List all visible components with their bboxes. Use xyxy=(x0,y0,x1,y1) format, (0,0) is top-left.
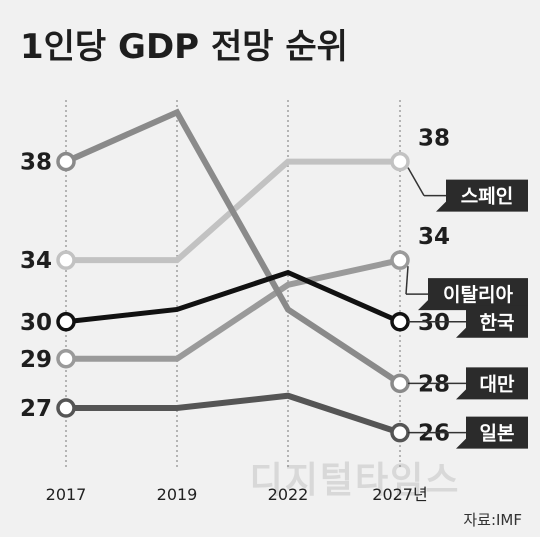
tag-connector xyxy=(407,167,425,196)
tag-connector xyxy=(405,266,409,295)
watermark: 디지털타임스 xyxy=(250,460,461,501)
chart-title: 1인당 GDP 전망 순위 xyxy=(20,27,348,67)
series-lines xyxy=(64,108,402,436)
tag-box xyxy=(456,305,528,338)
x-tick-label: 2022 xyxy=(268,485,309,504)
x-tick-label: 2027년 xyxy=(372,485,427,504)
x-tick-label: 2019 xyxy=(157,485,198,504)
series-tag-label: 한국 xyxy=(480,312,515,334)
right-rank-label: 28 xyxy=(418,371,450,397)
left-rank-label: 30 xyxy=(20,310,52,336)
series-tag-label: 스페인 xyxy=(461,186,513,208)
right-rank-label: 26 xyxy=(418,421,450,447)
right-rank-label: 30 xyxy=(418,310,450,336)
data-point xyxy=(390,151,410,172)
data-point xyxy=(56,250,76,270)
source-note: 자료:IMF xyxy=(463,511,522,529)
series-line xyxy=(65,269,402,325)
right-rank-label: 34 xyxy=(418,224,450,250)
data-point xyxy=(56,349,76,369)
left-rank-labels: 38 34 30 29 27 xyxy=(20,150,52,422)
series-tag-label: 일본 xyxy=(480,423,515,445)
series-tag-label: 이탈리아 xyxy=(443,284,513,306)
right-rank-labels: 38 34 30 28 26 xyxy=(418,126,450,447)
data-point xyxy=(56,151,76,172)
left-rank-label: 29 xyxy=(20,347,52,373)
data-point xyxy=(390,250,410,270)
series-points xyxy=(56,151,410,443)
data-point xyxy=(56,398,76,418)
series-line xyxy=(66,392,401,436)
data-point xyxy=(390,422,410,443)
left-rank-label: 38 xyxy=(20,150,52,176)
series-line xyxy=(66,257,401,362)
tag-box xyxy=(418,278,528,311)
right-rank-label: 38 xyxy=(418,126,450,152)
data-point xyxy=(56,312,76,332)
left-rank-label: 27 xyxy=(20,396,52,422)
x-tick-label: 2017 xyxy=(46,485,87,504)
tag-box xyxy=(456,367,528,400)
data-point xyxy=(390,373,410,394)
series-tag-label: 대만 xyxy=(480,373,515,395)
left-rank-label: 34 xyxy=(20,248,52,274)
data-point xyxy=(390,312,410,332)
tag-box xyxy=(436,179,528,212)
tag-box xyxy=(456,416,528,449)
series-line xyxy=(64,108,402,386)
x-axis-ticks: 2017 2019 2022 2027년 xyxy=(46,485,428,504)
